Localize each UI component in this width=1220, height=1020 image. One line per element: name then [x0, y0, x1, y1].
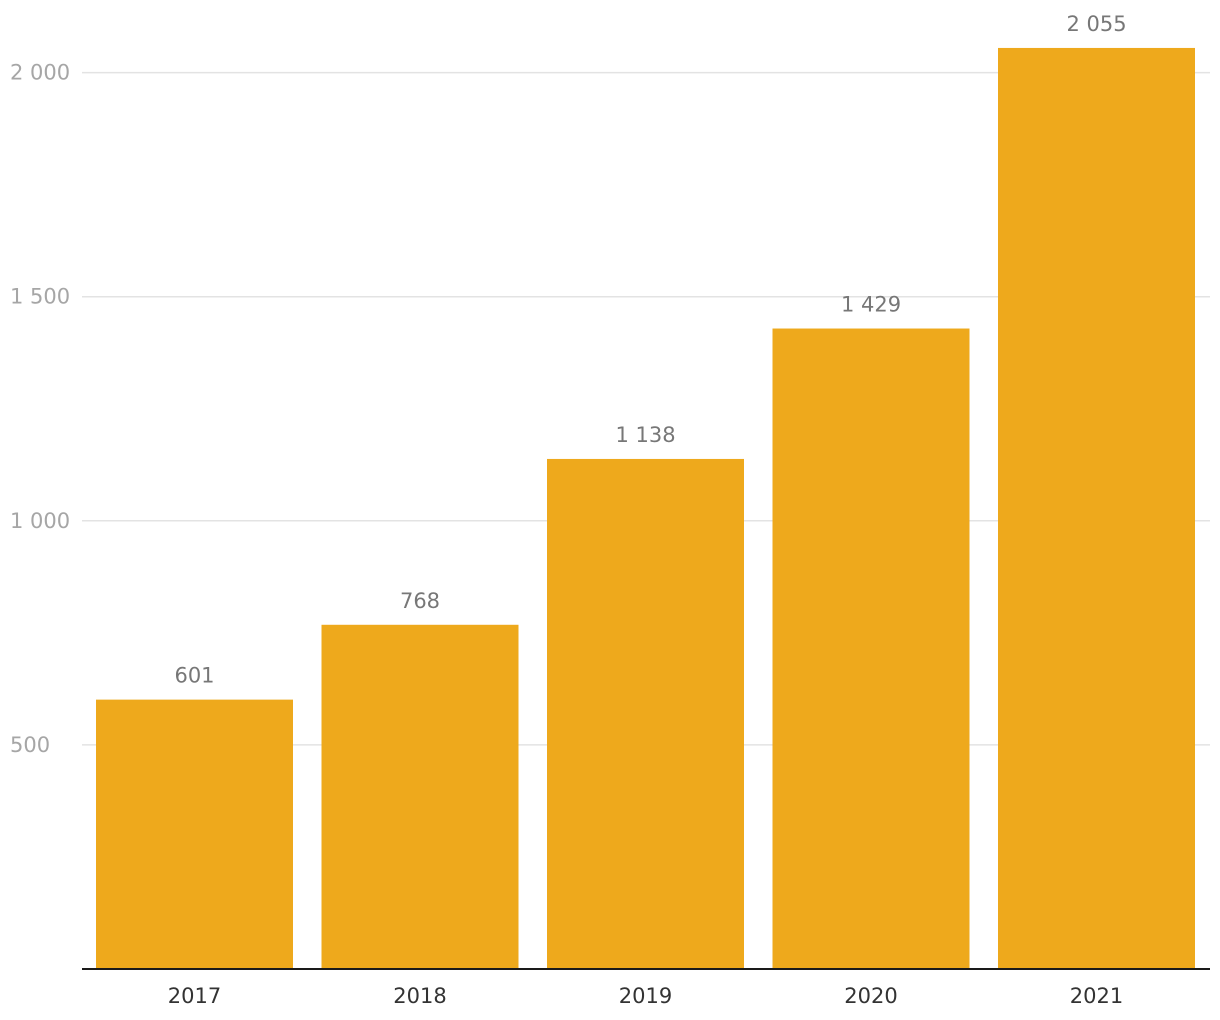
x-tick-label: 2021 [1070, 984, 1123, 1008]
x-axis-tick-labels: 2017 2018 2019 2020 2021 [168, 984, 1123, 1008]
bar-value-label: 1 138 [615, 423, 675, 447]
bar-2020 [772, 328, 970, 969]
x-tick-label: 2018 [393, 984, 446, 1008]
bar-value-label: 1 429 [841, 293, 901, 317]
bar-2021 [998, 47, 1195, 970]
y-tick-label: 2 000 [10, 61, 70, 85]
x-tick-label: 2020 [844, 984, 897, 1008]
bar-value-label: 768 [400, 589, 440, 613]
bars [96, 47, 1195, 970]
y-tick-label: 1 500 [10, 285, 70, 309]
y-tick-label: 500 [10, 733, 50, 757]
bar-value-label: 2 055 [1066, 12, 1126, 36]
bar-2019 [547, 458, 744, 969]
bar-value-label: 601 [174, 664, 214, 688]
y-axis-tick-labels: 500 1 000 1 500 2 000 [10, 61, 70, 757]
x-tick-label: 2019 [619, 984, 672, 1008]
y-tick-label: 1 000 [10, 509, 70, 533]
bar-2017 [96, 699, 293, 969]
bar-value-labels: 601 768 1 138 1 429 2 055 [174, 12, 1126, 688]
x-tick-label: 2017 [168, 984, 221, 1008]
bar-2018 [321, 624, 519, 969]
